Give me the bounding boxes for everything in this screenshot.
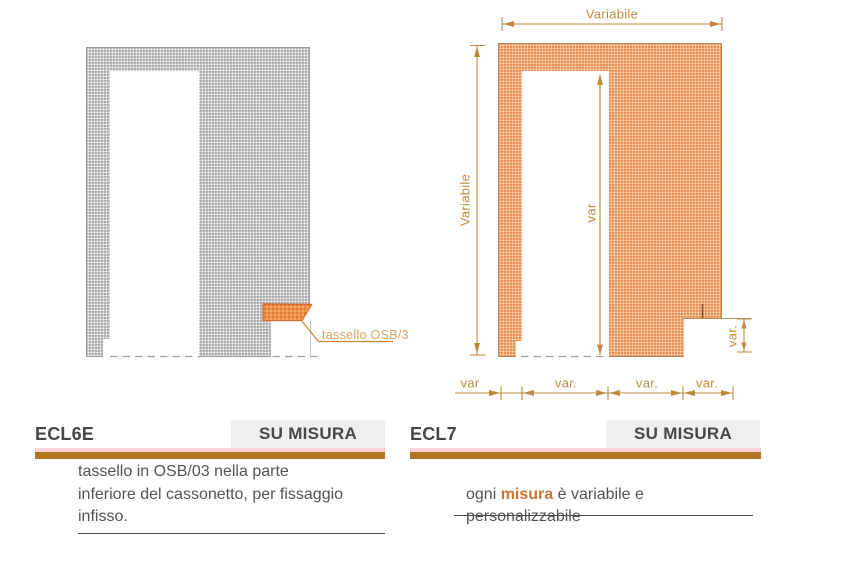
dim-notch-height	[737, 318, 752, 353]
product-description: ogni misura è variabile e personalizzabi…	[466, 461, 726, 529]
dim-top-width	[501, 17, 723, 31]
dim-bottom-label-1: var	[460, 375, 480, 391]
ecl7-section-drawing	[498, 43, 726, 361]
dim-bottom-label-3: var.	[635, 375, 659, 391]
product-description: tassello in OSB/03 nella parte inferiore…	[78, 463, 344, 525]
dim-left-height	[470, 44, 485, 356]
ecl6e-section-drawing	[86, 47, 313, 361]
su-misura-badge: SU MISURA	[231, 420, 385, 448]
opening-cutout	[522, 71, 609, 361]
divider-rule	[454, 515, 753, 517]
dim-opening-height	[597, 74, 603, 355]
accent-brown-bar	[35, 452, 385, 459]
dim-bottom-label-2: var.	[554, 375, 578, 391]
accent-pink-line	[35, 448, 385, 452]
tassello-callout-label: tassello OSB/3	[322, 328, 409, 342]
product-code: ECL6E	[35, 424, 95, 444]
tassello-osb-block	[262, 303, 313, 322]
dim-top-width-label: Variabile	[585, 6, 639, 22]
callout-leader-line	[300, 319, 393, 343]
dim-left-height-label: Variabile	[457, 173, 473, 227]
opening-cutout	[110, 71, 199, 361]
su-misura-badge: SU MISURA	[606, 420, 760, 448]
accent-pink-line	[410, 448, 761, 452]
dim-notch-height-label: var.	[724, 324, 740, 348]
product-code: ECL7	[410, 424, 457, 444]
description-highlight: misura	[500, 485, 554, 503]
dim-bottom-label-4: var.	[695, 375, 719, 391]
divider-rule	[78, 533, 385, 535]
description-text: ogni	[466, 485, 501, 503]
description-text: è variabile e personalizzabile	[466, 485, 644, 526]
dim-bottom-widths	[455, 386, 734, 400]
pillar-step-cutout	[103, 339, 110, 360]
ecl7-linework	[455, 17, 752, 400]
dim-opening-height-label: var	[583, 203, 599, 223]
ecl6e-linework	[110, 303, 393, 358]
accent-brown-bar	[410, 452, 761, 459]
bottom-right-notch-cutout	[684, 319, 726, 360]
pillar-step-cutout	[516, 341, 522, 359]
